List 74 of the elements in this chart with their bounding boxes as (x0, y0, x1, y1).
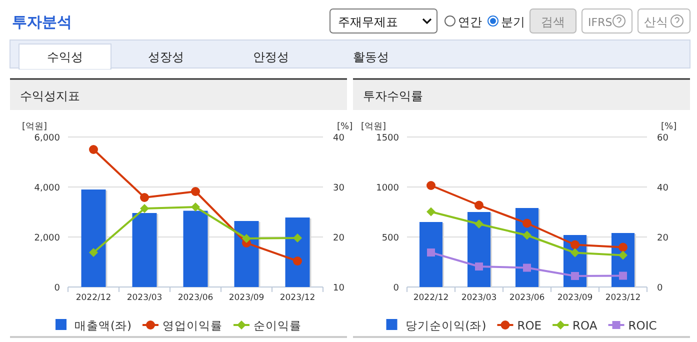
legend-label: ROIC (628, 318, 657, 332)
point (426, 207, 436, 216)
y2-tick-label: 0 (657, 284, 663, 294)
text: 분기 (501, 15, 525, 29)
point (140, 204, 149, 213)
y-axis-title: [억원] (361, 122, 386, 132)
x-tick-label: 2023/12 (605, 293, 641, 303)
point (522, 230, 532, 240)
x-tick-label: 2023/09 (228, 293, 264, 303)
y-tick-label: 0 (393, 284, 400, 294)
legend-label: 당기순이익(좌) (405, 318, 486, 332)
legend-label: ROA (572, 318, 598, 332)
point (618, 250, 628, 260)
x-tick-label: 2022/12 (413, 293, 449, 303)
legend-label: 영업이익률 (162, 318, 222, 332)
y-tick-label: 6,000 (34, 134, 60, 144)
point (242, 234, 251, 243)
legend-label: ROE (517, 318, 542, 332)
point (523, 264, 531, 272)
y2-tick-label: 40 (333, 134, 345, 144)
point (570, 240, 580, 250)
text: IFRS (588, 16, 612, 29)
point (89, 248, 98, 257)
point (427, 248, 435, 256)
point (570, 248, 580, 258)
point (191, 202, 200, 212)
y2-tick-label: 60 (657, 134, 669, 144)
x-tick-label: 2023/12 (280, 293, 316, 303)
x-tick-label: 2022/12 (76, 293, 112, 303)
point (140, 193, 149, 202)
y2-axis-title: [%] (661, 122, 677, 132)
text: 주재무제표 (338, 15, 398, 29)
text: 산식 (644, 15, 668, 29)
point (89, 145, 98, 154)
point (474, 200, 484, 210)
chart-title: 투자수익률 (363, 89, 423, 103)
point (619, 272, 627, 280)
chart-title: 수익성지표 (20, 89, 80, 103)
x-tick-label: 2023/03 (461, 293, 497, 303)
text: 수익성 (47, 50, 83, 64)
y-tick-label: 1000 (376, 184, 400, 194)
x-tick-label: 2023/03 (126, 293, 162, 303)
x-tick-label: 2023/09 (557, 293, 593, 303)
text: 안정성 (253, 50, 289, 64)
text: 검색 (541, 15, 565, 29)
point (475, 262, 483, 270)
y-tick-label: 4,000 (34, 184, 60, 194)
point (293, 256, 302, 266)
y-tick-label: 2,000 (34, 234, 60, 244)
text: 투자분석 (12, 13, 72, 31)
x-tick-label: 2023/06 (509, 293, 545, 303)
y-axis-title: [억원] (22, 122, 48, 132)
point (293, 234, 302, 242)
legend-label: 순이익률 (253, 318, 302, 332)
text: 성장성 (148, 50, 184, 64)
y2-tick-label: 10 (333, 284, 345, 294)
y-tick-label: 1500 (376, 134, 400, 144)
point (426, 181, 436, 190)
x-tick-label: 2023/06 (178, 293, 214, 303)
y2-tick-label: 40 (657, 184, 669, 194)
legend-label: 매출액(좌) (74, 318, 132, 332)
y2-axis-title: [%] (337, 122, 353, 132)
point (571, 272, 579, 280)
y2-tick-label: 20 (333, 234, 345, 244)
y2-tick-label: 20 (657, 234, 669, 244)
point (522, 218, 532, 228)
text: 연간 (458, 15, 482, 29)
y-tick-label: 500 (382, 234, 400, 244)
text: 활동성 (353, 50, 389, 64)
point (474, 220, 484, 228)
point (191, 187, 200, 196)
y2-tick-label: 30 (333, 184, 345, 194)
point (618, 242, 628, 252)
y-tick-label: 0 (54, 284, 60, 294)
